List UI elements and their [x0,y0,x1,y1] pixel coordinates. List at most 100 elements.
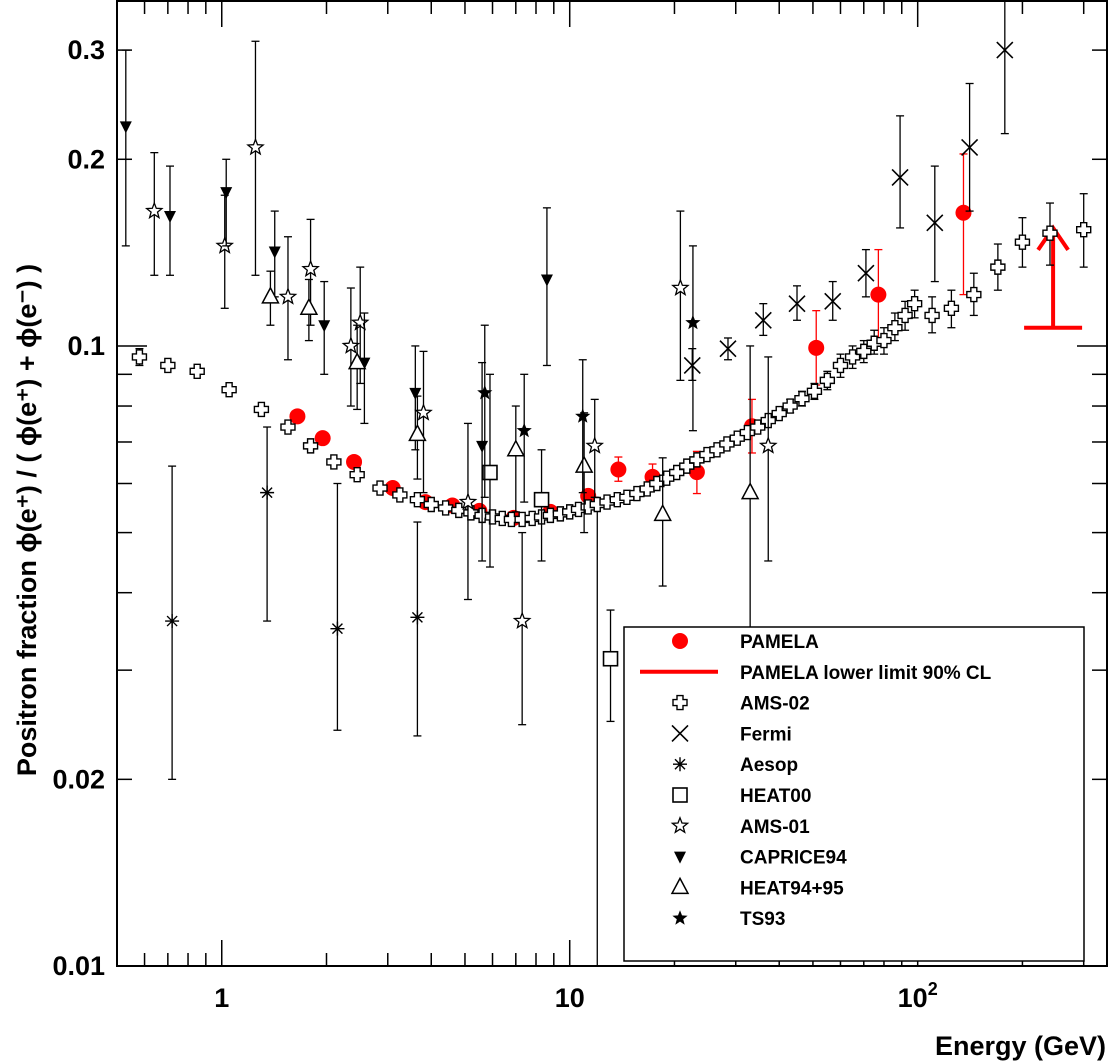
legend-entry-heat94-95: HEAT94+95 [670,876,844,899]
point-ams-02-4 [221,382,237,398]
point-pamela-17 [955,204,972,221]
point-pamela-16 [870,286,887,303]
point-pamela-1 [289,408,306,425]
point-ams-02-9 [349,466,365,483]
y-tick-label: 0.1 [67,331,105,361]
point-ams-02-2 [160,357,176,374]
point-ams-02-3 [189,363,205,380]
point-ams-02-56 [876,332,892,349]
x-tick-label: 1 [214,983,229,1013]
point-aesop-3 [330,621,345,636]
point-caprice94-9 [540,274,553,287]
point-heat00-3 [602,650,619,667]
point-ams-02-51 [819,372,836,389]
point-ams-02-50 [806,383,823,399]
point-aesop-2 [260,485,275,500]
point-ams-01-2 [215,236,235,254]
x-tick-label: 102 [898,979,938,1013]
series-ams-01 [144,40,778,726]
point-ams-02-48 [782,398,798,414]
point-ts93-4 [685,314,701,330]
x-axis-label: Energy (GeV) [935,1031,1106,1061]
point-ams-02-60 [924,307,940,324]
point-ams-01-12 [671,278,690,296]
legend-swatch [672,910,688,925]
legend-label: AMS-02 [740,694,810,715]
point-ams-02-59 [906,295,923,312]
y-tick-label: 0.01 [52,951,105,981]
legend-entry-fermi: Fermi [671,724,792,745]
legend-label: PAMELA [740,632,819,653]
point-heat94-95-2 [299,297,319,316]
point-ams-02-61 [943,300,960,317]
point-ams-01-13 [758,436,778,454]
legend-swatch [670,815,690,834]
point-ts93-3 [575,408,591,423]
point-heat00-1 [482,464,498,481]
x-tick-label-exponent: 2 [928,979,938,999]
point-ams-02-6 [280,419,296,435]
point-caprice94-8 [476,440,489,453]
legend-swatch [672,633,688,649]
legend-swatch [673,757,687,772]
point-fermi-1 [683,356,701,375]
legend-label: Aesop [740,755,798,776]
legend-swatch [671,724,689,742]
y-tick-label: 0.3 [67,35,105,65]
legend-entry-heat00: HEAT00 [672,786,811,807]
point-heat94-95-7 [653,503,672,522]
point-heat94-95-8 [740,482,760,500]
point-ams-01-1 [144,201,164,220]
point-ams-01-7 [350,312,370,331]
point-ams-02-1 [131,349,148,365]
point-ams-01-10 [512,611,532,629]
legend-swatch [674,851,686,864]
point-pamela-3 [346,453,363,470]
point-ams-02-13 [423,496,439,513]
point-caprice94-5 [318,320,331,333]
point-ams-02-63 [990,259,1006,275]
point-ams-02-65 [1042,225,1058,241]
point-ams-02-11 [392,487,408,503]
point-ams-01-4 [278,286,298,305]
point-ams-01-5 [301,259,320,278]
point-aesop-1 [165,614,180,629]
legend-label: HEAT94+95 [740,878,844,899]
point-heat94-95-3 [347,352,367,370]
point-ams-02-62 [966,286,982,303]
series-ams-02 [131,193,1092,528]
point-ts93-2 [516,422,532,438]
point-fermi-7 [891,168,909,186]
point-ams-02-66 [1076,221,1092,238]
y-tick-label: 0.02 [52,764,105,794]
point-ams-02-12 [409,491,426,508]
point-ams-02-15 [451,502,467,519]
point-ams-02-54 [856,343,872,360]
point-heat94-95-1 [261,286,280,304]
series-heat00 [482,373,619,723]
point-ams-02-57 [887,320,903,336]
y-axis-label: Positron fraction ϕ(e⁺) / ( ϕ(e⁺) + ϕ(e⁻… [12,264,42,776]
y-tick-label: 0.2 [67,144,105,174]
legend-entry-pamela: PAMELA [672,632,819,653]
x-tick-label: 10 [555,983,585,1013]
point-ams-01-11 [585,436,605,454]
point-caprice94-2 [163,211,176,224]
point-ams-02-64 [1014,234,1031,250]
legend-entry-pamela-lower-limit-90-cl: PAMELA lower limit 90% CL [640,663,992,684]
series-pamela-lower-limit-90-cl [1024,224,1083,330]
point-ams-02-19 [494,510,510,527]
point-fermi-3 [754,311,772,329]
point-fermi-8 [926,214,944,232]
point-ams-02-47 [771,405,787,422]
legend-label: AMS-01 [740,817,810,838]
legend-entry-ts93: TS93 [672,909,785,930]
legend-swatch [672,787,688,803]
series-fermi [683,1,1014,382]
point-ams-02-5 [253,401,270,418]
point-heat94-95-5 [506,439,526,457]
point-heat94-95-4 [408,423,427,442]
point-ams-02-8 [326,454,342,470]
point-heat94-95-6 [574,455,594,473]
